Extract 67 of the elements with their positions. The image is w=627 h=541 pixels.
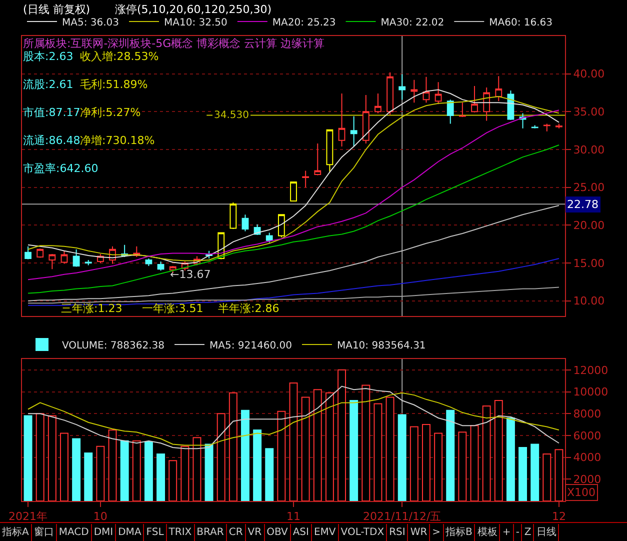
y-tick-label: 10000 [573,386,608,399]
x-tick-label: 10 [93,510,108,524]
annotation: 股本:2.63 [23,50,74,63]
text: FSL [144,524,167,541]
annotation: 市值:87.17 [23,106,80,119]
annotation: 一年涨:3.51 [142,302,204,315]
y-tick-label: 15.00 [573,256,605,270]
text: 模板 [475,524,500,541]
y-tick-label: 30.00 [573,143,605,156]
annotation: 流通:86.48 [23,134,80,147]
annotation: 净利:5.27% [80,106,141,119]
y-tick-label: 40.00 [573,68,605,81]
y-tick-label: 20.00 [573,219,605,232]
text: VR [246,524,265,541]
y-tick-label: 35.00 [573,106,605,119]
annotation: 半年涨:2.86 [218,302,280,315]
legend-label: MA5: 921460.00 [210,340,292,352]
y-tick-label: 25.00 [573,181,605,194]
annotation: ←13.67 [170,268,211,281]
y-tick-label: 8000 [573,407,602,420]
annotation: 毛利:51.89% [80,78,148,91]
ref-line-label: 22.78 [567,198,598,211]
text: DMI [92,524,116,541]
text: EMV [312,524,339,541]
annotation: 收入增:28.53% [80,50,159,63]
text: 日线 [534,524,560,541]
ref-line-label: 34.530 [214,110,249,121]
text: TRIX [166,524,195,541]
y-tick-label: 12000 [573,364,608,377]
text: 涨停(5,10,20,60,120,250,30) [115,3,272,16]
text: (日线 前复权) [23,3,90,16]
text: 指标A [0,524,32,541]
text: DMA [116,524,144,541]
text: > [430,524,444,541]
text: MACD [56,524,92,541]
text: ASI [290,524,312,541]
annotation: 市盈率:642.60 [23,162,98,175]
y-tick-label: 10.00 [573,294,605,308]
annotation: 净增:730.18% [80,134,155,147]
text: Z [522,524,534,541]
annotation: 三年涨:1.23 [61,302,122,315]
text: 指标B [444,524,476,541]
legend-label: MA10: 983564.31 [336,340,426,352]
text: WR [408,524,430,541]
x-tick-label: 11 [286,510,300,524]
text: 窗口 [32,524,57,541]
text: - [514,524,522,541]
text: RSI [387,524,408,541]
x-tick-label: 12 [552,510,566,524]
text: BRAR [194,524,227,541]
legend-label: MA20: 25.23 [272,17,336,28]
annotation: 流股:2.61 [23,78,74,91]
x-tick-label: 2021/11/12/五 [363,510,442,524]
legend-label: VOLUME: 788362.38 [62,340,164,352]
text: X100 [567,486,596,499]
text: + [500,524,514,541]
text: OBV [264,524,291,541]
y-tick-label: 6000 [573,429,602,442]
text: CR [226,524,246,541]
y-tick-label: 2000 [573,473,602,486]
y-tick-label: 4000 [573,451,602,464]
text: VOL-TDX [338,524,388,541]
legend-label: MA5: 36.03 [62,17,120,28]
legend-label: MA30: 22.02 [380,17,444,28]
legend-label: MA60: 16.63 [489,17,553,28]
annotation: 所属板块:互联网-深圳板块-5G概念 博彩概念 云计算 边缘计算 [23,37,325,50]
legend-label: MA10: 32.50 [164,17,228,28]
